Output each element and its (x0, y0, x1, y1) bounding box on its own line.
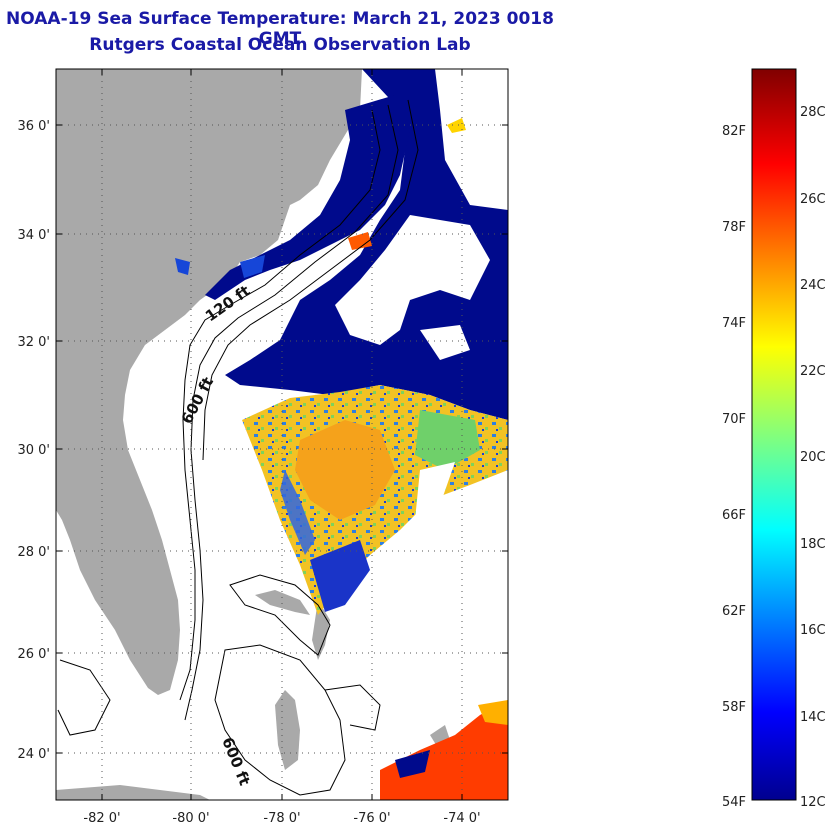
colorbar-c-label: 12C (800, 795, 826, 810)
lat-label: 34 0' (17, 228, 50, 243)
lat-label: 36 0' (17, 119, 50, 134)
colorbar-f-label: 62F (722, 604, 746, 619)
colorbar-f-label: 66F (722, 508, 746, 523)
colorbar-f-label: 58F (722, 700, 746, 715)
lon-label: -82 0' (83, 811, 120, 826)
sst-cool-edge (310, 540, 370, 612)
lon-label: -74 0' (443, 811, 480, 826)
land-grand-bahama (255, 590, 310, 615)
cold-water-patch (175, 258, 190, 275)
colorbar (751, 68, 797, 801)
sst-cool-filament (280, 470, 315, 555)
cloud-gap (415, 462, 455, 520)
map-ticks (56, 69, 508, 800)
colorbar-c-label: 16C (800, 623, 826, 638)
depth-contours (57, 99, 419, 796)
colorbar-c-label: 14C (800, 710, 826, 725)
colorbar-f-label: 54F (722, 795, 746, 810)
colorbar-f-label: 78F (722, 220, 746, 235)
lat-label: 30 0' (17, 443, 50, 458)
lon-label: -76 0' (353, 811, 390, 826)
lat-label: 26 0' (17, 647, 50, 662)
colorbar-f-label: 74F (722, 316, 746, 331)
colorbar-c-label: 20C (800, 450, 826, 465)
colorbar-c-label: 18C (800, 537, 826, 552)
colorbar-c-label: 22C (800, 364, 826, 379)
cold-water-patch (240, 255, 265, 278)
lat-label: 24 0' (17, 747, 50, 762)
sst-green-east (415, 410, 480, 470)
sst-warm-core (295, 420, 395, 520)
colorbar-f-label: 70F (722, 412, 746, 427)
lon-label: -78 0' (263, 811, 300, 826)
sst-hot-patch (447, 118, 466, 133)
colorbar-c-label: 24C (800, 278, 826, 293)
lat-label: 28 0' (17, 545, 50, 560)
sst-hot-yellow (478, 700, 508, 725)
cloud-gap (335, 215, 490, 345)
sst-hot-patch (348, 232, 372, 250)
land-abaco (312, 600, 330, 660)
land-mainland (56, 69, 362, 695)
lat-label: 32 0' (17, 335, 50, 350)
colorbar-f-label: 82F (722, 124, 746, 139)
cloud-gap (420, 325, 470, 360)
cold-water-southeast (395, 750, 430, 778)
land-cuba (56, 785, 210, 800)
lon-label: -80 0' (172, 811, 209, 826)
colorbar-c-label: 26C (800, 192, 826, 207)
map-subtitle: Rutgers Coastal Ocean Observation Lab (89, 35, 471, 55)
land-andros (275, 690, 300, 770)
colorbar-c-label: 28C (800, 105, 826, 120)
cold-water-coastal (205, 95, 410, 300)
map-title: NOAA-19 Sea Surface Temperature: March 2… (6, 9, 554, 49)
